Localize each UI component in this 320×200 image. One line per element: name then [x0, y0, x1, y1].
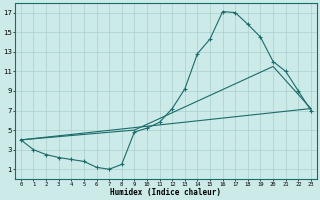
X-axis label: Humidex (Indice chaleur): Humidex (Indice chaleur) [110, 188, 221, 197]
